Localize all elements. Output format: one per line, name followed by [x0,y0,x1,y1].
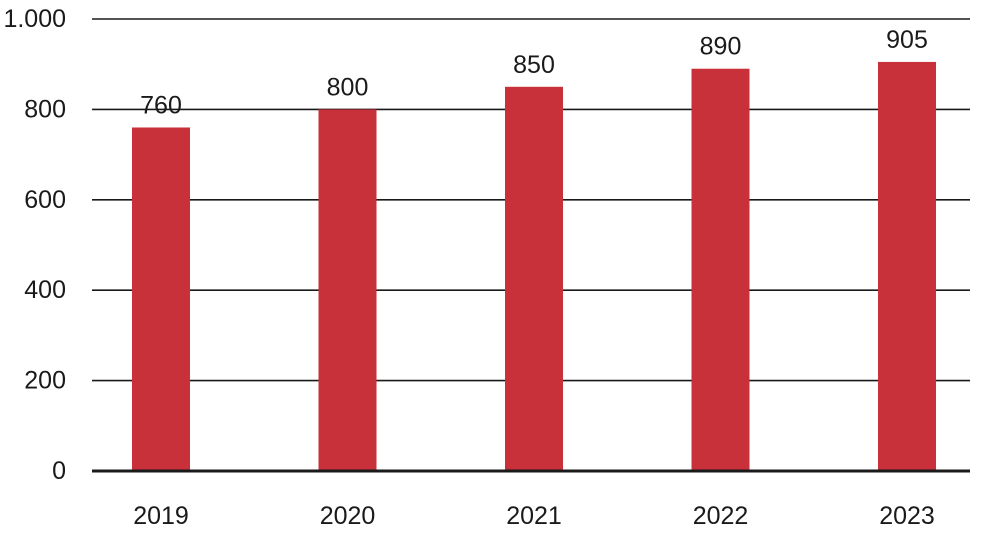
x-tick-label-2023: 2023 [879,502,935,530]
y-tick-label-1000: 1.000 [3,5,66,33]
x-tick-label-2020: 2020 [320,502,376,530]
data-label-2023: 905 [886,26,928,54]
y-tick-label-800: 800 [24,95,66,123]
y-tick-label-600: 600 [24,186,66,214]
y-tick-label-200: 200 [24,367,66,395]
x-axis-tick-labels: 2019 2020 2021 2022 2023 [133,502,935,530]
data-label-2020: 800 [327,73,369,101]
data-labels: 760 800 850 890 905 [140,26,928,120]
y-tick-label-400: 400 [24,276,66,304]
x-tick-label-2021: 2021 [506,502,562,530]
data-label-2021: 850 [513,51,555,79]
bar-2019 [132,127,190,471]
y-axis-tick-labels: 0 200 400 600 800 1.000 [3,5,66,485]
bar-2022 [691,68,750,471]
x-tick-label-2019: 2019 [133,502,189,530]
bar-2021 [505,86,563,472]
bar-2020 [318,109,377,472]
x-tick-label-2022: 2022 [693,502,749,530]
bars [132,61,936,472]
bar-2023 [878,61,936,471]
data-label-2019: 760 [140,91,182,119]
y-tick-label-0: 0 [52,457,66,485]
data-label-2022: 890 [700,33,742,61]
